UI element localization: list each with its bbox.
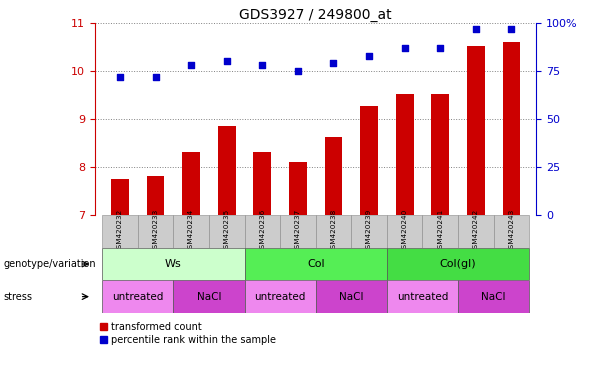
Bar	[458, 215, 493, 248]
Bar	[173, 215, 209, 248]
Text: GSM420238: GSM420238	[330, 209, 337, 253]
Bar	[396, 94, 414, 215]
Point	[186, 62, 196, 68]
Point	[435, 45, 445, 51]
Bar	[245, 248, 387, 280]
Point	[364, 53, 374, 59]
Point	[329, 60, 338, 66]
Bar	[173, 280, 245, 313]
Point	[506, 26, 516, 32]
Bar	[493, 215, 529, 248]
Legend: transformed count, percentile rank within the sample: transformed count, percentile rank withi…	[100, 322, 276, 344]
Bar	[467, 46, 485, 215]
Bar	[245, 280, 316, 313]
Point	[257, 62, 267, 68]
Bar	[503, 42, 520, 215]
Bar	[138, 215, 173, 248]
Title: GDS3927 / 249800_at: GDS3927 / 249800_at	[240, 8, 392, 22]
Text: untreated: untreated	[112, 291, 164, 302]
Bar	[387, 215, 422, 248]
Text: GSM420234: GSM420234	[188, 209, 194, 253]
Bar	[289, 162, 306, 215]
Point	[293, 68, 303, 74]
Bar	[102, 215, 138, 248]
Bar	[209, 215, 245, 248]
Text: GSM420240: GSM420240	[402, 209, 408, 253]
Bar	[316, 215, 351, 248]
Text: GSM420237: GSM420237	[295, 209, 301, 253]
Point	[400, 45, 409, 51]
Point	[471, 26, 481, 32]
Bar	[387, 280, 458, 313]
Text: Col: Col	[307, 259, 324, 269]
Text: untreated: untreated	[254, 291, 306, 302]
Text: GSM420236: GSM420236	[259, 209, 265, 253]
Bar	[111, 179, 129, 215]
Text: NaCl: NaCl	[339, 291, 364, 302]
Bar	[316, 280, 387, 313]
Text: GSM420243: GSM420243	[508, 209, 514, 253]
Text: NaCl: NaCl	[481, 291, 506, 302]
Bar	[280, 215, 316, 248]
Text: Col(gl): Col(gl)	[440, 259, 476, 269]
Text: Ws: Ws	[165, 259, 181, 269]
Point	[115, 74, 125, 80]
Text: stress: stress	[3, 291, 32, 302]
Bar	[458, 280, 529, 313]
Text: untreated: untreated	[397, 291, 448, 302]
Bar	[253, 152, 271, 215]
Point	[151, 74, 161, 80]
Bar	[325, 137, 343, 215]
Bar	[147, 176, 164, 215]
Text: GSM420239: GSM420239	[366, 209, 372, 253]
Bar	[351, 215, 387, 248]
Bar	[102, 248, 245, 280]
Bar	[182, 152, 200, 215]
Bar	[245, 215, 280, 248]
Bar	[360, 106, 378, 215]
Text: GSM420241: GSM420241	[437, 209, 443, 253]
Text: GSM420232: GSM420232	[117, 209, 123, 253]
Text: GSM420233: GSM420233	[153, 209, 159, 253]
Text: genotype/variation: genotype/variation	[3, 259, 96, 269]
Bar	[102, 280, 173, 313]
Point	[222, 58, 232, 65]
Bar	[422, 215, 458, 248]
Text: NaCl: NaCl	[197, 291, 221, 302]
Text: GSM420242: GSM420242	[473, 209, 479, 253]
Bar	[432, 94, 449, 215]
Text: GSM420235: GSM420235	[224, 209, 230, 253]
Bar	[218, 126, 235, 215]
Bar	[387, 248, 529, 280]
